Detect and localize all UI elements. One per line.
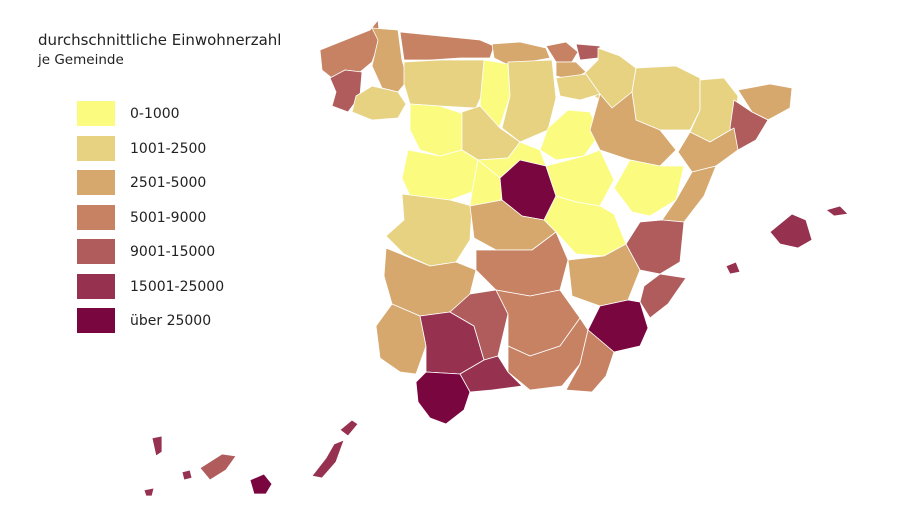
- province-zamora: [409, 103, 465, 157]
- island-fuerteventura: [311, 439, 345, 479]
- island-la-palma: [151, 435, 163, 457]
- province-cordoba: [449, 289, 509, 361]
- province-asturias: [399, 31, 495, 61]
- legend-item: 2501-5000: [77, 170, 297, 196]
- province-zaragoza: [589, 91, 677, 167]
- legend-label: 0-1000: [130, 106, 180, 122]
- legend-item: 9001-15000: [77, 239, 297, 265]
- province-bizkaia: [545, 41, 579, 63]
- province-salamanca: [401, 149, 479, 201]
- legend-item: 0-1000: [77, 101, 297, 127]
- legend-item: 5001-9000: [77, 204, 297, 231]
- province-huesca: [631, 65, 701, 131]
- legend-item: 15001-25000: [77, 273, 297, 300]
- legend-label: 15001-25000: [130, 278, 225, 295]
- legend-label: 9001-15000: [130, 244, 216, 260]
- province-almeria: [565, 329, 615, 393]
- province-barcelona: [729, 99, 769, 151]
- island-el-hierro: [143, 487, 155, 497]
- province-teruel: [613, 159, 685, 217]
- island-menorca: [825, 205, 849, 217]
- legend-label: 2501-5000: [130, 175, 207, 191]
- legend-swatch: [77, 273, 115, 299]
- island-mallorca: [769, 213, 813, 249]
- province-tarragona: [677, 127, 739, 173]
- legend-label: 5001-9000: [130, 209, 207, 226]
- island-tenerife: [199, 453, 237, 481]
- province-leon: [403, 59, 485, 109]
- legend-item: 1001-2500: [77, 135, 297, 162]
- map-title: durchschnittliche Einwohnerzahl: [38, 31, 282, 49]
- province-soria: [539, 109, 601, 161]
- map-subtitle: je Gemeinde: [38, 52, 124, 68]
- province-albacete: [567, 243, 641, 307]
- legend-label: über 25000: [130, 313, 212, 329]
- legend-swatch: [77, 135, 115, 161]
- legend-item: über 25000: [77, 308, 297, 334]
- island-lanzarote: [339, 419, 359, 437]
- island-la-gomera: [181, 469, 193, 481]
- legend-swatch: [77, 239, 115, 264]
- island-ibiza: [725, 261, 741, 275]
- legend-swatch: [77, 204, 115, 230]
- legend-swatch: [77, 170, 115, 195]
- province-la-rioja: [555, 73, 601, 101]
- province-huelva: [375, 303, 427, 375]
- province-alicante: [639, 273, 687, 319]
- island-gran-canaria: [249, 473, 273, 495]
- province-valencia: [625, 219, 685, 275]
- legend-swatch: [77, 101, 115, 126]
- province-cantabria: [491, 41, 551, 65]
- province-burgos: [501, 59, 557, 143]
- province-cadiz: [415, 371, 471, 425]
- province-gipuzkoa: [575, 43, 601, 61]
- province-ourense: [351, 85, 407, 121]
- province-malaga: [459, 355, 523, 393]
- province-a-coruna: [319, 19, 381, 79]
- legend-label: 1001-2500: [130, 140, 207, 157]
- legend-swatch: [77, 308, 115, 333]
